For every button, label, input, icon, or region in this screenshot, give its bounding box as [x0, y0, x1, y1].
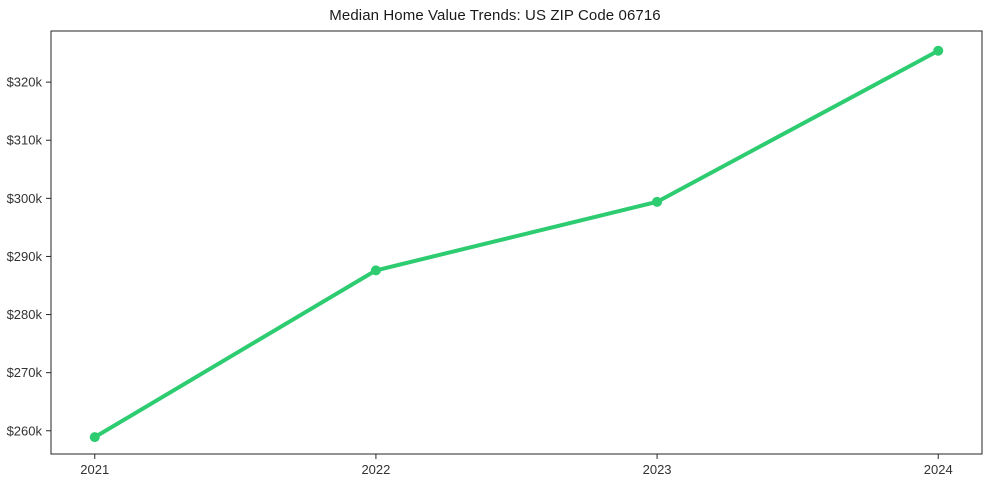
- chart-title: Median Home Value Trends: US ZIP Code 06…: [329, 7, 661, 24]
- data-point-marker: [370, 265, 381, 276]
- trend-line: [92, 48, 941, 440]
- y-axis-tick-label: $310k: [7, 133, 43, 148]
- data-point-marker: [89, 432, 100, 443]
- x-axis-tick-label: 2024: [924, 462, 953, 477]
- y-axis-tick-label: $300k: [7, 191, 43, 206]
- y-axis-tick-label: $270k: [7, 365, 43, 380]
- x-axis-tick-label: 2022: [361, 462, 390, 477]
- y-axis-tick-label: $290k: [7, 249, 43, 264]
- data-point-marker: [652, 196, 663, 207]
- x-axis-tick-label: 2023: [643, 462, 672, 477]
- plot-border: [50, 30, 983, 455]
- x-axis-tick-label: 2021: [80, 462, 109, 477]
- data-point-marker: [933, 45, 944, 56]
- y-axis-tick-label: $280k: [7, 307, 43, 322]
- y-axis-tick-label: $260k: [7, 423, 43, 438]
- y-axis-tick-label: $320k: [7, 75, 43, 90]
